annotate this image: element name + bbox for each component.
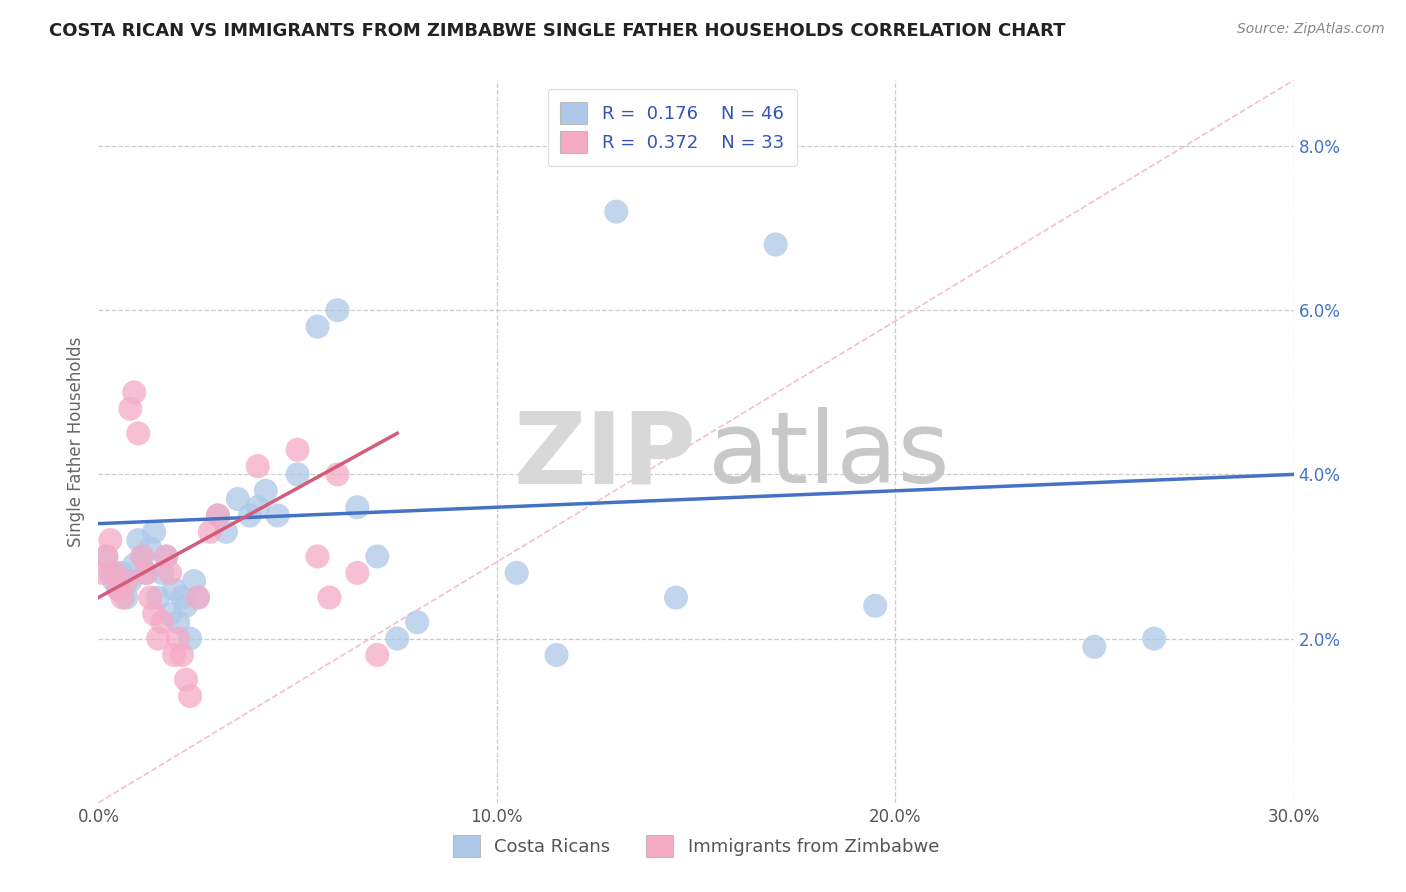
Point	[91, 566, 114, 580]
Point	[107, 582, 129, 597]
Point	[307, 319, 329, 334]
Point	[215, 524, 238, 539]
Point	[287, 467, 309, 482]
Point	[665, 591, 688, 605]
Point	[366, 549, 388, 564]
Y-axis label: Single Father Households: Single Father Households	[66, 336, 84, 547]
Point	[326, 467, 349, 482]
Point	[226, 491, 249, 506]
Point	[163, 648, 186, 662]
Point	[1143, 632, 1166, 646]
Point	[127, 533, 149, 547]
Point	[267, 508, 290, 523]
Point	[103, 574, 125, 588]
Point	[254, 483, 277, 498]
Point	[98, 533, 122, 547]
Point	[406, 615, 429, 630]
Point	[207, 508, 229, 523]
Point	[172, 648, 194, 662]
Text: ZIP: ZIP	[513, 408, 696, 505]
Point	[346, 500, 368, 515]
Point	[98, 566, 122, 580]
Text: Source: ZipAtlas.com: Source: ZipAtlas.com	[1237, 22, 1385, 37]
Point	[326, 303, 349, 318]
Point	[1083, 640, 1105, 654]
Point	[148, 632, 170, 646]
Point	[127, 426, 149, 441]
Point	[318, 591, 340, 605]
Point	[159, 566, 181, 580]
Text: atlas: atlas	[709, 408, 949, 505]
Point	[115, 591, 138, 605]
Point	[174, 673, 197, 687]
Point	[159, 607, 181, 621]
Point	[96, 549, 118, 564]
Point	[131, 549, 153, 564]
Point	[174, 599, 197, 613]
Point	[207, 508, 229, 523]
Point	[143, 607, 166, 621]
Point	[187, 591, 209, 605]
Point	[346, 566, 368, 580]
Point	[155, 549, 177, 564]
Point	[115, 574, 138, 588]
Point	[183, 574, 205, 588]
Point	[179, 632, 201, 646]
Point	[163, 582, 186, 597]
Point	[143, 524, 166, 539]
Point	[506, 566, 529, 580]
Point	[172, 591, 194, 605]
Point	[246, 459, 269, 474]
Point	[120, 574, 142, 588]
Point	[124, 385, 146, 400]
Point	[198, 524, 221, 539]
Point	[155, 549, 177, 564]
Point	[246, 500, 269, 515]
Point	[124, 558, 146, 572]
Point	[96, 549, 118, 564]
Point	[167, 632, 190, 646]
Point	[150, 566, 173, 580]
Point	[605, 204, 627, 219]
Point	[111, 591, 134, 605]
Point	[139, 591, 162, 605]
Point	[187, 591, 209, 605]
Point	[135, 566, 157, 580]
Point	[150, 615, 173, 630]
Point	[111, 566, 134, 580]
Point	[307, 549, 329, 564]
Point	[179, 689, 201, 703]
Point	[287, 442, 309, 457]
Point	[765, 237, 787, 252]
Point	[546, 648, 568, 662]
Point	[120, 401, 142, 416]
Point	[148, 591, 170, 605]
Point	[167, 615, 190, 630]
Point	[385, 632, 409, 646]
Point	[103, 566, 125, 580]
Point	[865, 599, 887, 613]
Legend: Costa Ricans, Immigrants from Zimbabwe: Costa Ricans, Immigrants from Zimbabwe	[444, 826, 948, 866]
Point	[135, 566, 157, 580]
Text: COSTA RICAN VS IMMIGRANTS FROM ZIMBABWE SINGLE FATHER HOUSEHOLDS CORRELATION CHA: COSTA RICAN VS IMMIGRANTS FROM ZIMBABWE …	[49, 22, 1066, 40]
Point	[239, 508, 262, 523]
Point	[366, 648, 388, 662]
Point	[131, 549, 153, 564]
Point	[139, 541, 162, 556]
Point	[107, 582, 129, 597]
